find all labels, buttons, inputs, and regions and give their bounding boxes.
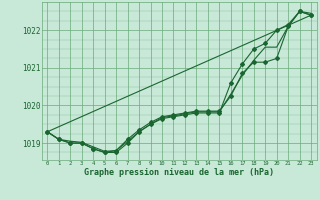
- X-axis label: Graphe pression niveau de la mer (hPa): Graphe pression niveau de la mer (hPa): [84, 168, 274, 177]
